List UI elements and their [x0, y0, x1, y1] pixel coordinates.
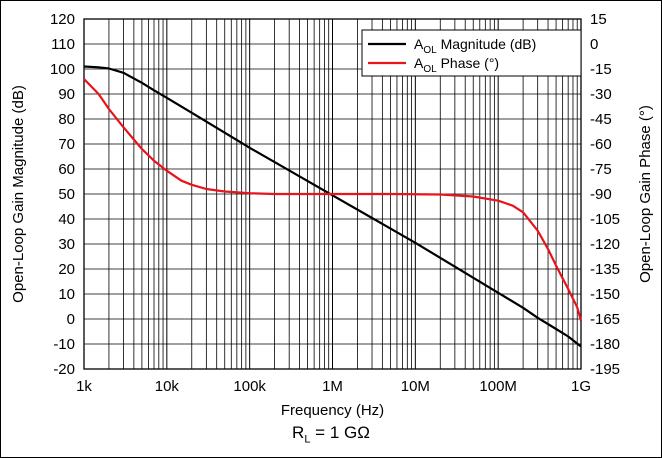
y-right-tick-label: -180 [590, 336, 620, 353]
y-left-tick-label: 60 [58, 161, 75, 178]
y-right-tick-label: -45 [590, 111, 612, 128]
y-right-axis-title: Open-Loop Gain Phase (°) [637, 105, 654, 283]
y-right-tick-label: -15 [590, 61, 612, 78]
y-right-tick-label: -195 [590, 361, 620, 378]
x-tick-label: 100M [479, 378, 517, 395]
y-left-tick-label: 50 [58, 186, 75, 203]
y-left-axis-title: Open-Loop Gain Magnitude (dB) [10, 85, 27, 303]
magnitude-series-line [83, 65, 582, 348]
y-right-tick-label: -60 [590, 136, 612, 153]
y-left-tick-label: 120 [50, 11, 75, 28]
y-left-tick-label: 0 [67, 311, 75, 328]
legend-label: AOL Phase (°) [414, 55, 499, 75]
y-left-tick-label: 110 [51, 36, 75, 53]
y-right-tick-label: -150 [590, 286, 620, 303]
y-left-tick-label: 90 [58, 86, 75, 103]
legend-box [361, 29, 582, 77]
caption-subscript: L [304, 433, 311, 446]
x-axis-title: Frequency (Hz) [281, 402, 384, 419]
y-left-tick-label: -10 [53, 336, 75, 353]
load-resistance-caption: RL = 1 GΩ [0, 423, 662, 445]
x-tick-label: 100k [233, 378, 266, 395]
x-tick-label: 1k [76, 378, 92, 395]
y-left-tick-label: 100 [50, 61, 75, 78]
x-tick-label: 10M [401, 378, 430, 395]
x-tick-label: 1G [571, 378, 591, 395]
y-left-tick-label: 70 [58, 136, 75, 153]
y-right-tick-label: -165 [590, 311, 620, 328]
y-right-tick-label: -135 [590, 261, 620, 278]
y-left-tick-label: 20 [58, 261, 75, 278]
caption-value: = 1 GΩ [310, 423, 370, 442]
x-tick-label: 1M [322, 378, 343, 395]
y-left-tick-label: 10 [58, 286, 75, 303]
y-right-tick-label: -90 [590, 186, 612, 203]
plot-border [83, 18, 582, 370]
y-right-tick-label: -105 [590, 211, 620, 228]
y-left-tick-label: 80 [58, 111, 75, 128]
y-right-tick-label: 0 [590, 36, 598, 53]
x-tick-label: 10k [155, 378, 180, 395]
y-right-tick-label: 15 [590, 11, 607, 28]
phase-series-line [83, 78, 583, 322]
y-right-tick-label: -30 [590, 86, 612, 103]
y-left-tick-label: 30 [58, 236, 75, 253]
y-right-tick-label: -75 [590, 161, 612, 178]
caption-symbol: R [292, 423, 305, 442]
y-left-tick-label: 40 [58, 211, 75, 228]
y-left-tick-label: -20 [53, 361, 75, 378]
legend-label: AOL Magnitude (dB) [414, 36, 536, 56]
y-right-tick-label: -120 [590, 236, 620, 253]
